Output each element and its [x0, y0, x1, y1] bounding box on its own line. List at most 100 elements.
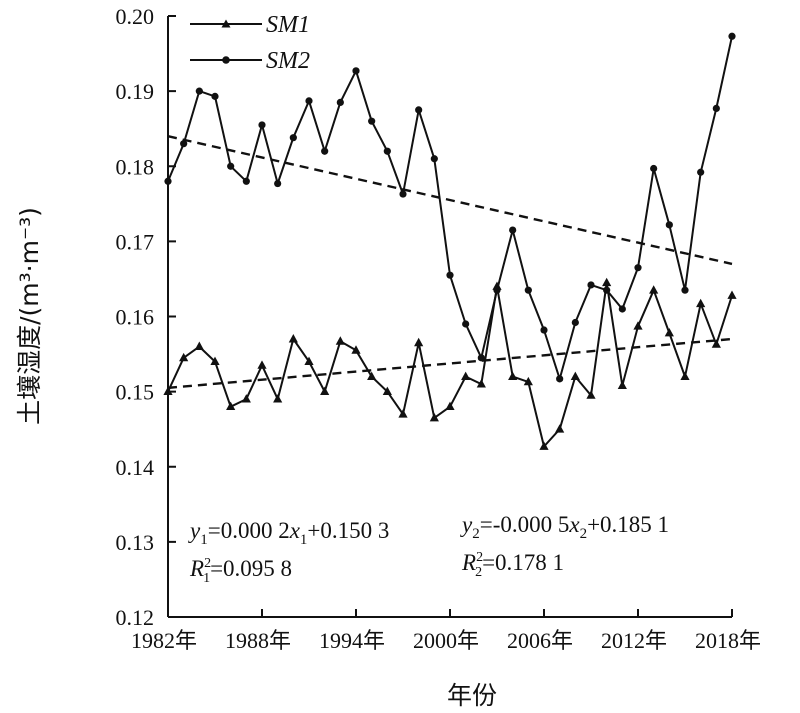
data-point-sm1: [179, 352, 189, 362]
x-tick-label: 1982年: [131, 628, 197, 653]
x-tick-label: 2018年: [695, 628, 761, 653]
data-point-sm2: [712, 104, 720, 113]
data-point-sm2: [227, 162, 235, 170]
data-point-sm2: [321, 147, 329, 155]
data-point-sm2: [336, 98, 344, 106]
data-point-sm1: [226, 401, 236, 411]
y-axis-title: 土壤湿度/(m³·m⁻³): [15, 207, 44, 425]
data-point-sm2: [399, 190, 407, 198]
x-ticks: 1982年 1988年 1994年 2000年 2006年 2012年 2018年: [131, 609, 761, 653]
data-point-sm2: [665, 221, 673, 229]
data-point-sm2: [383, 147, 391, 155]
x-tick-label: 1994年: [319, 628, 385, 653]
data-point-sm1: [570, 371, 580, 380]
legend: SM1 SM2: [190, 12, 310, 74]
data-point-sm1: [429, 412, 439, 422]
y-tick-label: 0.15: [116, 380, 155, 405]
data-point-sm1: [414, 337, 424, 347]
x-tick-label: 2000年: [413, 628, 479, 653]
data-point-sm2: [587, 281, 595, 289]
data-point-sm2: [430, 155, 438, 163]
series-group: [163, 32, 737, 450]
x-tick-label: 2012年: [601, 628, 667, 653]
data-point-sm2: [211, 92, 219, 100]
data-point-sm1: [711, 339, 721, 348]
equation-sm2: y2=-0.000 5x2+0.185 1: [460, 512, 669, 542]
data-point-sm1: [367, 371, 377, 380]
data-point-sm1: [523, 376, 533, 386]
trendline-sm2: [167, 135, 733, 266]
data-point-sm2: [634, 264, 642, 272]
data-point-sm1: [163, 386, 173, 396]
data-point-sm1: [555, 424, 565, 433]
data-point-sm1: [351, 345, 361, 354]
r-squared-sm2: R2 2=0.178 1: [461, 550, 564, 580]
data-point-sm2: [274, 179, 282, 188]
series-line-sm1: [167, 281, 733, 448]
data-point-sm2: [305, 97, 313, 105]
data-point-sm2: [556, 375, 564, 383]
data-point-sm2: [415, 106, 423, 114]
data-point-sm2: [681, 286, 689, 294]
y-tick-label: 0.17: [116, 229, 155, 254]
data-point-sm2: [477, 354, 485, 362]
data-point-sm1: [398, 409, 408, 418]
y-ticks: 0.12 0.13 0.14 0.15 0.16 0.17 0.18 0.19 0.20: [116, 4, 176, 630]
data-point-sm1: [304, 356, 314, 365]
data-point-sm2: [195, 87, 203, 95]
data-point-sm1: [508, 371, 518, 380]
data-point-sm1: [539, 441, 549, 450]
legend-sm1-label: SM1: [266, 12, 310, 38]
trendlines: [167, 135, 733, 390]
data-point-sm2: [650, 164, 658, 173]
data-point-sm1: [335, 336, 345, 345]
y-tick-label: 0.19: [116, 79, 155, 104]
data-point-sm1: [273, 394, 283, 403]
y-tick-label: 0.20: [116, 4, 155, 29]
data-point-sm1: [241, 394, 251, 403]
data-point-sm1: [194, 341, 204, 350]
data-point-sm1: [320, 386, 330, 396]
data-point-sm2: [352, 67, 360, 75]
y-tick-label: 0.12: [116, 605, 155, 630]
data-point-sm2: [368, 117, 376, 125]
data-point-sm2: [540, 326, 548, 334]
data-point-sm2: [524, 286, 532, 294]
data-point-sm1: [257, 360, 267, 369]
equation-sm1: y1=0.000 2x1+0.150 3: [188, 518, 389, 548]
data-point-sm2: [493, 286, 501, 294]
series-line-sm2: [167, 36, 733, 380]
data-point-sm1: [586, 390, 596, 399]
data-point-sm1: [602, 277, 612, 287]
data-point-sm1: [696, 298, 706, 308]
data-point-sm1: [649, 285, 659, 294]
data-point-sm1: [680, 371, 690, 380]
legend-sm2-label: SM2: [266, 48, 310, 74]
data-point-sm1: [617, 380, 627, 390]
r-squared-sm1: R2 1=0.095 8: [189, 556, 292, 586]
data-point-sm1: [476, 379, 486, 388]
data-point-sm2: [728, 32, 736, 40]
x-axis-title: 年份: [447, 681, 497, 710]
data-point-sm1: [288, 334, 298, 343]
data-point-sm2: [258, 121, 266, 129]
data-point-sm2: [289, 134, 297, 142]
data-point-sm2: [603, 286, 611, 294]
trendline-sm1: [167, 337, 733, 390]
y-tick-label: 0.16: [116, 305, 155, 330]
data-point-sm2: [462, 320, 470, 328]
legend-sm1-marker: [221, 19, 231, 28]
data-point-sm2: [164, 177, 172, 185]
data-point-sm1: [664, 328, 674, 337]
regression-annotations: y1=0.000 2x1+0.150 3 R2 1=0.095 8 y2=-0.0…: [188, 512, 669, 586]
data-point-sm1: [445, 401, 455, 411]
data-point-sm2: [571, 318, 579, 327]
data-point-sm2: [446, 271, 454, 279]
data-point-sm1: [727, 290, 737, 299]
data-point-sm2: [242, 177, 250, 185]
x-tick-label: 2006年: [507, 628, 573, 653]
data-point-sm1: [633, 321, 643, 330]
y-tick-label: 0.18: [116, 154, 155, 179]
data-point-sm1: [382, 386, 392, 396]
